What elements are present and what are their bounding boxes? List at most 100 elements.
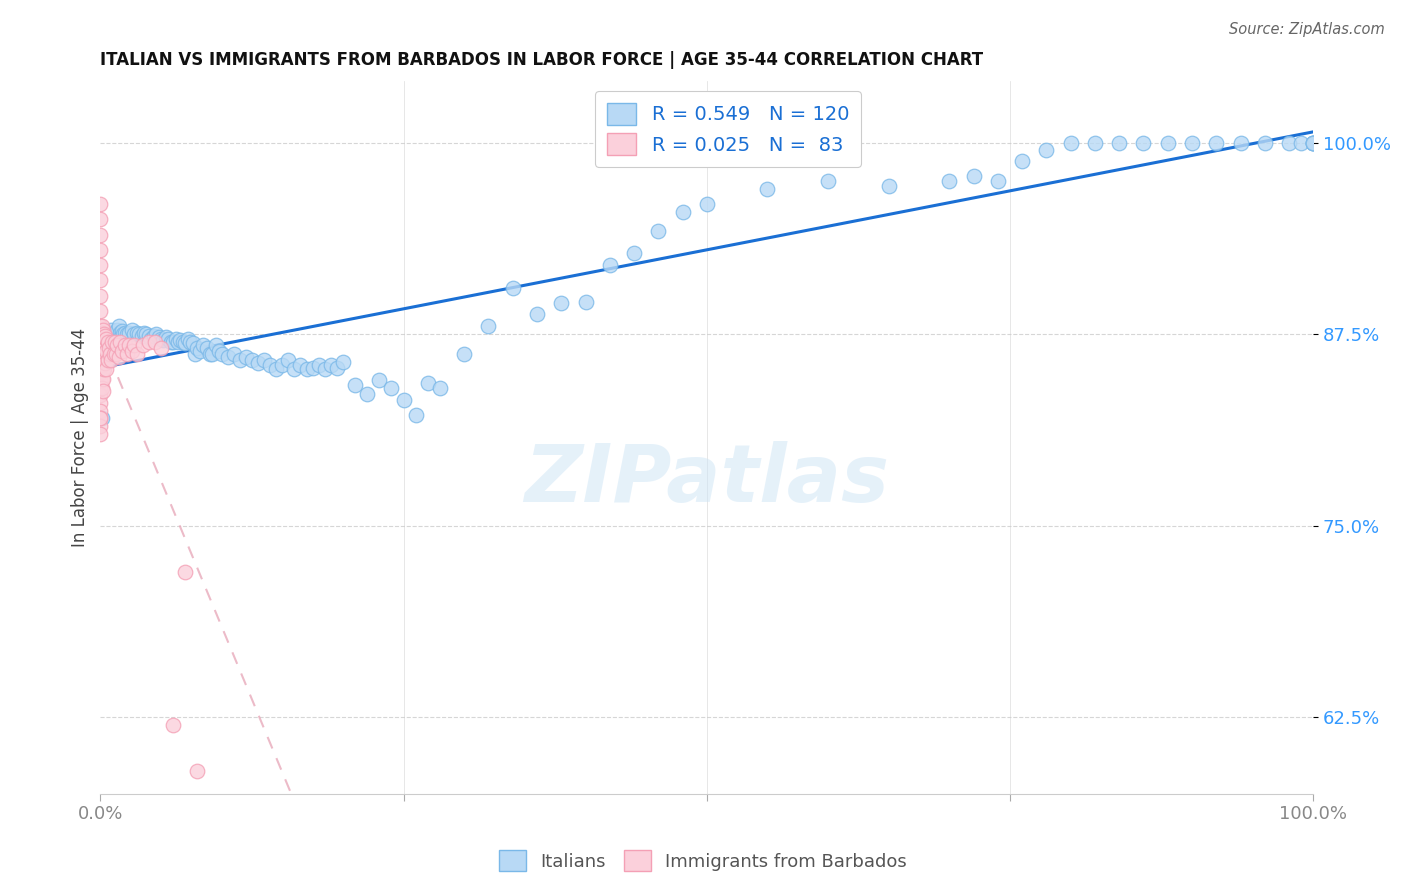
Point	[97, 353, 120, 368]
Point	[89, 411, 111, 425]
Point	[107, 350, 129, 364]
Point	[162, 717, 184, 731]
Point	[121, 322, 143, 336]
Point	[90, 326, 112, 340]
Point	[90, 319, 112, 334]
Point	[101, 334, 124, 349]
Point	[1302, 136, 1324, 150]
Point	[368, 373, 391, 387]
Point	[332, 354, 354, 368]
Point	[114, 326, 136, 340]
Point	[319, 358, 342, 372]
Point	[90, 353, 112, 368]
Point	[93, 327, 115, 342]
Point	[169, 333, 191, 347]
Point	[89, 289, 111, 303]
Point	[93, 334, 115, 349]
Point	[89, 358, 111, 372]
Point	[453, 347, 475, 361]
Point	[111, 343, 134, 358]
Point	[112, 327, 135, 342]
Point	[89, 334, 111, 349]
Point	[290, 358, 312, 372]
Point	[217, 350, 239, 364]
Legend: R = 0.549   N = 120, R = 0.025   N =  83: R = 0.549 N = 120, R = 0.025 N = 83	[595, 91, 860, 167]
Point	[1084, 136, 1107, 150]
Point	[94, 328, 117, 343]
Point	[89, 419, 111, 434]
Point	[167, 334, 190, 349]
Point	[148, 330, 170, 344]
Point	[93, 350, 115, 364]
Point	[100, 353, 122, 368]
Point	[326, 360, 349, 375]
Point	[1181, 136, 1204, 150]
Point	[90, 332, 112, 346]
Point	[103, 332, 125, 346]
Point	[111, 324, 134, 338]
Point	[89, 426, 111, 441]
Text: ITALIAN VS IMMIGRANTS FROM BARBADOS IN LABOR FORCE | AGE 35-44 CORRELATION CHART: ITALIAN VS IMMIGRANTS FROM BARBADOS IN L…	[100, 51, 983, 69]
Point	[89, 243, 111, 257]
Text: ZIPatlas: ZIPatlas	[524, 442, 890, 519]
Text: Source: ZipAtlas.com: Source: ZipAtlas.com	[1229, 22, 1385, 37]
Point	[89, 388, 111, 402]
Point	[174, 565, 197, 579]
Point	[696, 197, 718, 211]
Point	[150, 332, 173, 346]
Point	[176, 332, 198, 346]
Point	[380, 381, 402, 395]
Point	[1108, 136, 1130, 150]
Point	[184, 347, 207, 361]
Point	[135, 327, 157, 342]
Point	[124, 327, 146, 342]
Point	[817, 174, 839, 188]
Point	[90, 381, 112, 395]
Point	[90, 338, 112, 352]
Point	[115, 347, 138, 361]
Point	[477, 319, 499, 334]
Point	[89, 381, 111, 395]
Point	[91, 350, 114, 364]
Point	[124, 338, 146, 352]
Point	[89, 212, 111, 227]
Point	[172, 334, 194, 349]
Point	[143, 334, 166, 349]
Point	[89, 304, 111, 318]
Point	[308, 358, 330, 372]
Point	[356, 387, 378, 401]
Point	[91, 332, 114, 346]
Point	[174, 336, 197, 351]
Point	[89, 319, 111, 334]
Point	[91, 371, 114, 385]
Point	[131, 328, 153, 343]
Point	[159, 334, 181, 349]
Point	[89, 343, 111, 357]
Point	[115, 327, 138, 342]
Point	[222, 347, 245, 361]
Point	[502, 281, 524, 295]
Point	[1157, 136, 1180, 150]
Point	[623, 246, 645, 260]
Point	[89, 411, 111, 425]
Point	[98, 327, 121, 342]
Point	[89, 227, 111, 242]
Point	[89, 350, 111, 364]
Point	[1289, 136, 1312, 150]
Point	[574, 294, 596, 309]
Point	[90, 411, 112, 425]
Point	[198, 347, 221, 361]
Point	[90, 371, 112, 385]
Point	[132, 326, 155, 340]
Point	[97, 341, 120, 355]
Point	[157, 332, 180, 346]
Point	[89, 338, 111, 352]
Point	[301, 360, 323, 375]
Point	[344, 377, 367, 392]
Point	[105, 327, 128, 342]
Point	[1278, 136, 1301, 150]
Point	[100, 322, 122, 336]
Point	[201, 347, 224, 361]
Point	[89, 334, 111, 349]
Legend: Italians, Immigrants from Barbados: Italians, Immigrants from Barbados	[492, 843, 914, 879]
